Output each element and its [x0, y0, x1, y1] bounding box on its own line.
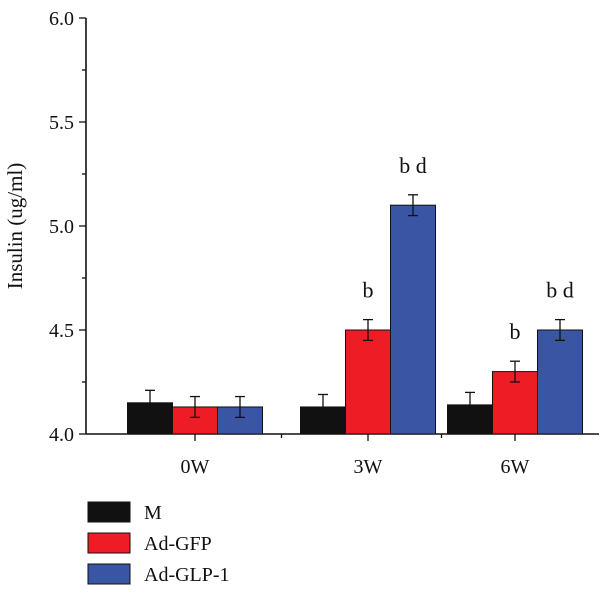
- legend-swatch: [87, 501, 131, 523]
- y-tick-label: 6.0: [49, 8, 74, 30]
- bar-ad-glp-1-3w: [390, 204, 436, 435]
- y-tick-label: 4.0: [49, 424, 74, 446]
- annotations: b b b d b d: [363, 153, 574, 344]
- axes: 4.0 4.5 5.0 5.5 6.0 Insulin (ug/ml) 0W 3W 6W: [3, 8, 599, 478]
- error-bars: [145, 194, 565, 421]
- x-tick-label: 6W: [501, 456, 530, 478]
- legend-label: Ad-GFP: [144, 533, 212, 555]
- significance-label: b d: [546, 278, 574, 303]
- y-tick-label: 5.0: [49, 216, 74, 238]
- bar-ad-glp-1-6w: [537, 329, 583, 435]
- legend-swatch: [87, 532, 131, 554]
- legend-label: M: [144, 502, 162, 524]
- y-tick-label: 4.5: [49, 320, 74, 342]
- x-tick-label: 3W: [354, 456, 383, 478]
- legend-label: Ad-GLP-1: [144, 564, 230, 586]
- legend-swatch: [87, 563, 131, 585]
- significance-label: b: [510, 319, 521, 344]
- y-axis-label: Insulin (ug/ml): [3, 163, 27, 290]
- significance-label: b d: [399, 153, 427, 178]
- legend: M Ad-GFP Ad-GLP-1: [87, 501, 230, 586]
- significance-label: b: [363, 278, 374, 303]
- x-tick-label: 0W: [181, 456, 210, 478]
- y-tick-label: 5.5: [49, 112, 74, 134]
- bar-ad-gfp-3w: [345, 329, 391, 435]
